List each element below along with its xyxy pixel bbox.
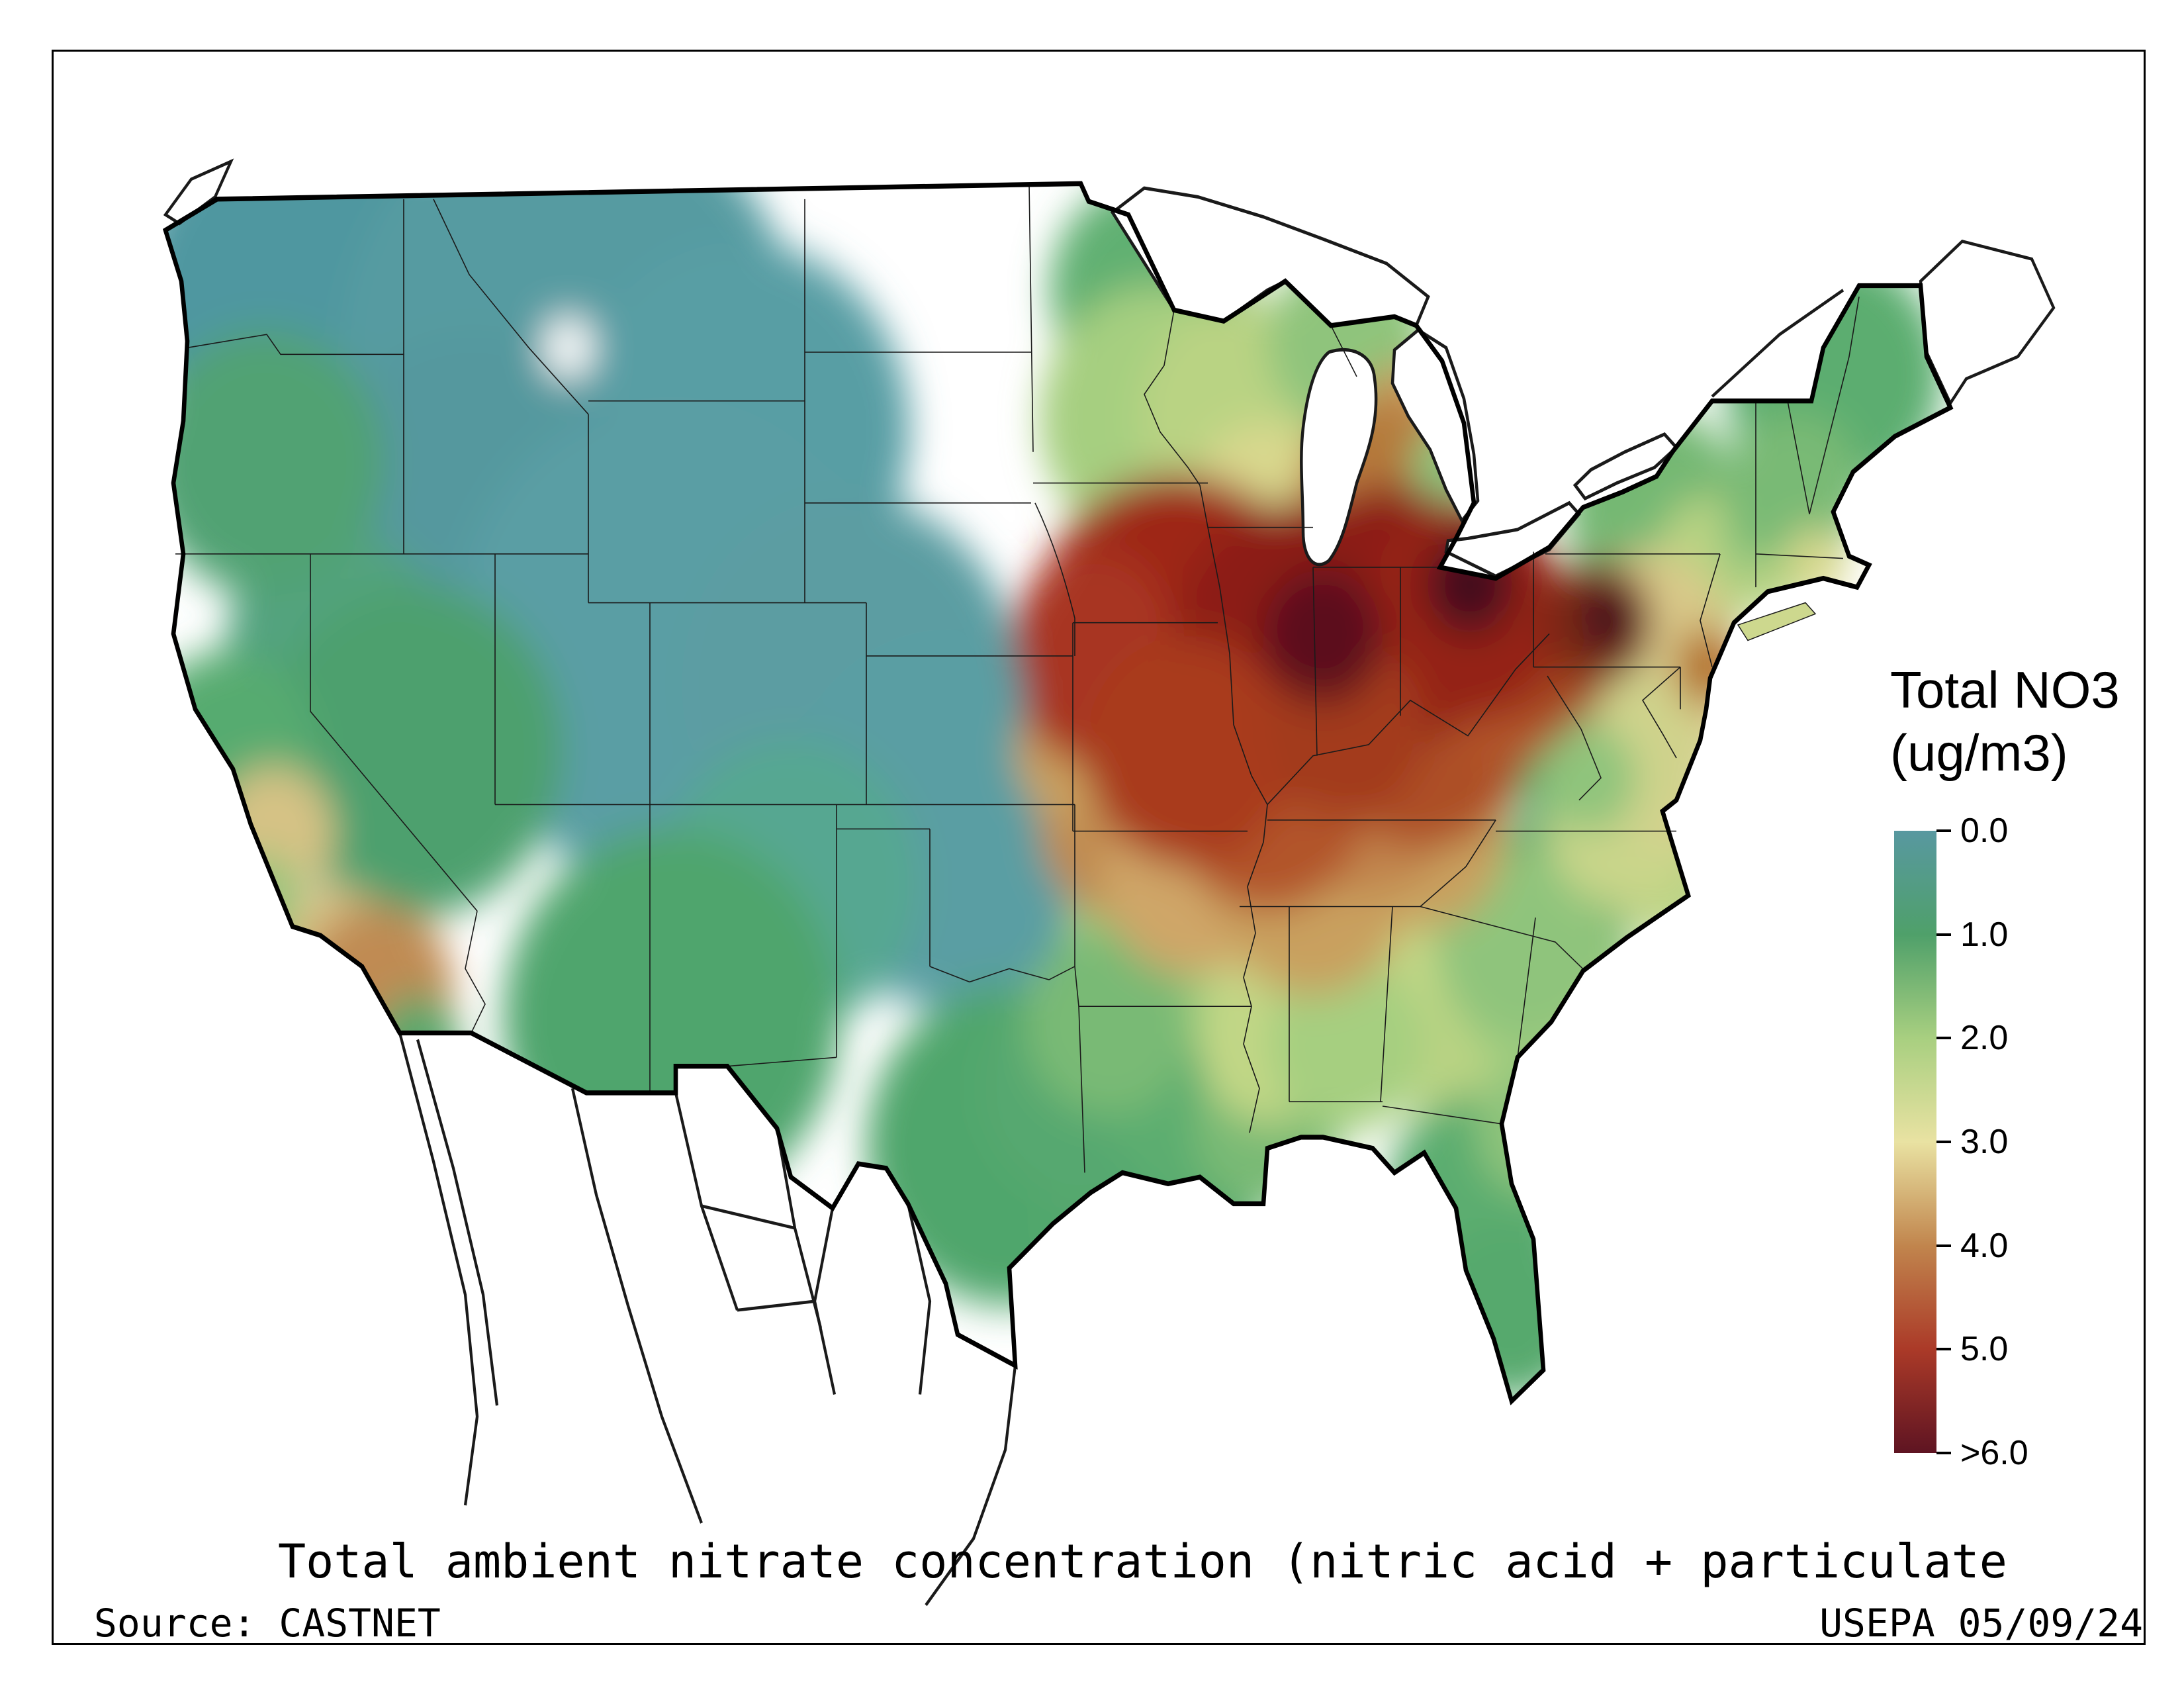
tick-label: 1.0 <box>1960 915 2009 954</box>
tick-label: 2.0 <box>1960 1019 2009 1057</box>
state-borders-central <box>1035 310 1676 1133</box>
tick-label: 3.0 <box>1960 1123 2009 1161</box>
us-concentration-map <box>76 158 2056 1607</box>
plot-title: Total ambient nitrate concentration (nit… <box>278 1534 2007 1589</box>
source-label: Source: CASTNET <box>94 1601 441 1646</box>
tick-label: 4.0 <box>1960 1227 2009 1265</box>
tick-label: 5.0 <box>1960 1330 2009 1368</box>
tick-label: >6.0 <box>1960 1434 2028 1472</box>
colorbar-tick-1: 1.0 <box>1936 915 2008 955</box>
tick-mark <box>1936 1141 1951 1143</box>
credit-label: USEPA 05/09/24 <box>1819 1601 2143 1646</box>
colorbar-tick-2: 2.0 <box>1936 1018 2008 1058</box>
tick-label: 0.0 <box>1960 812 2009 850</box>
st-lawrence-shore <box>1711 289 1844 398</box>
legend: Total NO3 (ug/m3) 0.0 1.0 2.0 3.0 4.0 5.… <box>1886 662 2184 1523</box>
state-borders-west <box>175 183 1208 1172</box>
colorbar-tick-3: 3.0 <box>1936 1122 2008 1162</box>
concentration-surface <box>165 183 1942 1399</box>
lake-ontario <box>1572 432 1679 501</box>
colorbar <box>1894 831 1936 1453</box>
legend-title-line1: Total NO3 <box>1890 661 2120 719</box>
colorbar-tick-0: 0.0 <box>1936 811 2008 851</box>
tick-mark <box>1936 1452 1951 1454</box>
mexico-borders <box>398 1032 1017 1607</box>
tick-mark <box>1936 1037 1951 1039</box>
maritimes <box>1919 239 2056 406</box>
lake-michigan <box>1300 348 1378 567</box>
colorbar-tick-5: 5.0 <box>1936 1329 2008 1369</box>
tick-mark <box>1936 1244 1951 1247</box>
colorbar-tick-4: 4.0 <box>1936 1226 2008 1266</box>
lake-huron <box>1390 328 1480 524</box>
tick-mark <box>1936 1348 1951 1350</box>
state-borders-east <box>1533 297 1859 800</box>
colorbar-tick-6: >6.0 <box>1936 1433 2028 1473</box>
tick-mark <box>1936 829 1951 832</box>
tick-mark <box>1936 933 1951 936</box>
long-island <box>1738 603 1815 641</box>
legend-title-line2: (ug/m3) <box>1890 724 2068 782</box>
